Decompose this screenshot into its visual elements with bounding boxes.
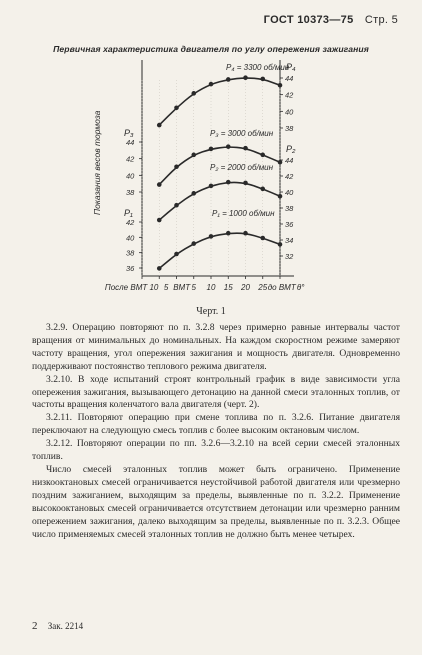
y-tick-label: 42 xyxy=(285,172,294,181)
y-tick-label: 38 xyxy=(285,124,294,133)
data-point xyxy=(174,251,179,257)
body-text: 3.2.9. Операцию повторяют по п. 3.2.8 че… xyxy=(32,322,400,541)
data-point xyxy=(277,193,283,199)
figure-caption: Черт. 1 xyxy=(196,306,226,317)
y-tick-label: 36 xyxy=(285,220,294,229)
x-tick-label: до ВМТ xyxy=(268,283,297,292)
series-line xyxy=(158,77,281,126)
x-tick-label: θ° xyxy=(297,283,305,292)
data-point xyxy=(156,182,162,187)
data-point xyxy=(243,75,248,81)
y-tick-label: 34 xyxy=(285,236,293,245)
y-tick-label: 44 xyxy=(285,156,293,165)
data-point xyxy=(225,77,231,82)
data-point xyxy=(156,266,162,271)
data-point xyxy=(156,217,162,223)
x-tick-label: После ВМТ 10 xyxy=(105,283,159,292)
data-point xyxy=(260,186,266,192)
standard-number: ГОСТ 10373—75 xyxy=(263,14,354,26)
paragraph-3-2-11: 3.2.11. Повторяют операцию при смене топ… xyxy=(32,412,400,437)
data-point xyxy=(260,235,266,241)
y-tick-label: 40 xyxy=(285,188,294,197)
data-point xyxy=(243,145,248,151)
x-tick-label: 5 xyxy=(164,283,169,292)
data-point xyxy=(191,241,197,246)
y-tick-label: 42 xyxy=(126,155,135,164)
order-number: Зак. 2214 xyxy=(47,621,84,631)
x-tick-label: 15 xyxy=(224,283,233,292)
paragraph-3-2-10: 3.2.10. В ходе испытаний строят контроль… xyxy=(32,373,400,411)
chart-curves xyxy=(156,75,283,271)
page-label: Стр. 5 xyxy=(364,14,398,26)
y-tick-label: 32 xyxy=(285,252,294,261)
data-point xyxy=(174,202,179,208)
y-tick-label: 42 xyxy=(126,218,135,227)
data-point xyxy=(277,242,283,247)
p4-axis-label: P₄ xyxy=(286,62,296,72)
chart-axes xyxy=(139,60,294,279)
y-tick-label: 38 xyxy=(126,249,135,258)
data-point xyxy=(225,179,231,185)
y-tick-label: 36 xyxy=(126,264,135,273)
page-footer: 2 Зак. 2214 xyxy=(32,620,83,632)
data-point xyxy=(260,152,266,158)
data-point xyxy=(174,105,179,111)
page-number: 2 xyxy=(32,620,38,632)
y-tick-label: 40 xyxy=(285,107,294,116)
x-tick-label: 25 xyxy=(257,283,267,292)
data-point xyxy=(156,122,162,128)
data-point xyxy=(208,146,214,152)
data-point xyxy=(191,91,197,96)
data-point xyxy=(191,152,197,158)
y-tick-label: 44 xyxy=(285,74,293,83)
data-point xyxy=(277,82,283,88)
figure-title: Первичная характеристика двигателя по уг… xyxy=(53,44,369,54)
p3-axis-label: P₃ xyxy=(124,128,134,138)
data-point xyxy=(243,180,248,186)
x-tick-label: 5 xyxy=(192,283,197,292)
page-header: ГОСТ 10373—75 Стр. 5 xyxy=(264,14,398,26)
y-tick-label: 42 xyxy=(285,91,294,100)
data-point xyxy=(191,191,197,196)
x-tick-label: ВМТ xyxy=(173,283,191,292)
paragraph-3-2-9: 3.2.9. Операцию повторяют по п. 3.2.8 че… xyxy=(32,322,400,372)
x-tick-label: 20 xyxy=(240,283,250,292)
series-label: P₂ = 2000 об/мин xyxy=(210,163,274,172)
data-point xyxy=(174,164,179,170)
paragraph-3-2-12: 3.2.12. Повторяют операции по пп. 3.2.6—… xyxy=(32,438,400,463)
y-axis-label: Показания весов тормоза xyxy=(92,110,102,215)
data-point xyxy=(225,230,231,236)
data-point xyxy=(208,81,214,87)
y-tick-label: 44 xyxy=(126,138,134,147)
p1-axis-label: P₁ xyxy=(124,208,133,218)
data-point xyxy=(260,76,266,82)
y-tick-label: 38 xyxy=(285,204,294,213)
y-tick-label: 38 xyxy=(126,188,135,197)
y-tick-label: 40 xyxy=(126,171,135,180)
data-point xyxy=(225,144,231,149)
paragraph-mixtures: Число смесей эталонных топлив может быть… xyxy=(32,463,400,540)
y-tick-label: 40 xyxy=(126,233,135,242)
series-label: P₁ = 1000 об/мин xyxy=(212,209,275,218)
p2-axis-label: P₂ xyxy=(286,144,296,154)
data-point xyxy=(208,234,214,239)
data-point xyxy=(208,183,214,189)
chart: После ВМТ 10 5 ВМТ 5 10 15 20 25 до ВМТ θ°Показан… xyxy=(92,60,305,292)
data-point xyxy=(243,230,248,236)
series-label: P₄ = 3300 об/мин xyxy=(226,63,290,72)
chart-labels: После ВМТ 10 5 ВМТ 5 10 15 20 25 до ВМТ θ°Показан… xyxy=(92,62,305,292)
x-tick-label: 10 xyxy=(207,283,216,292)
series-label: P₃ = 3000 об/мин xyxy=(210,129,274,138)
data-point xyxy=(277,159,283,165)
